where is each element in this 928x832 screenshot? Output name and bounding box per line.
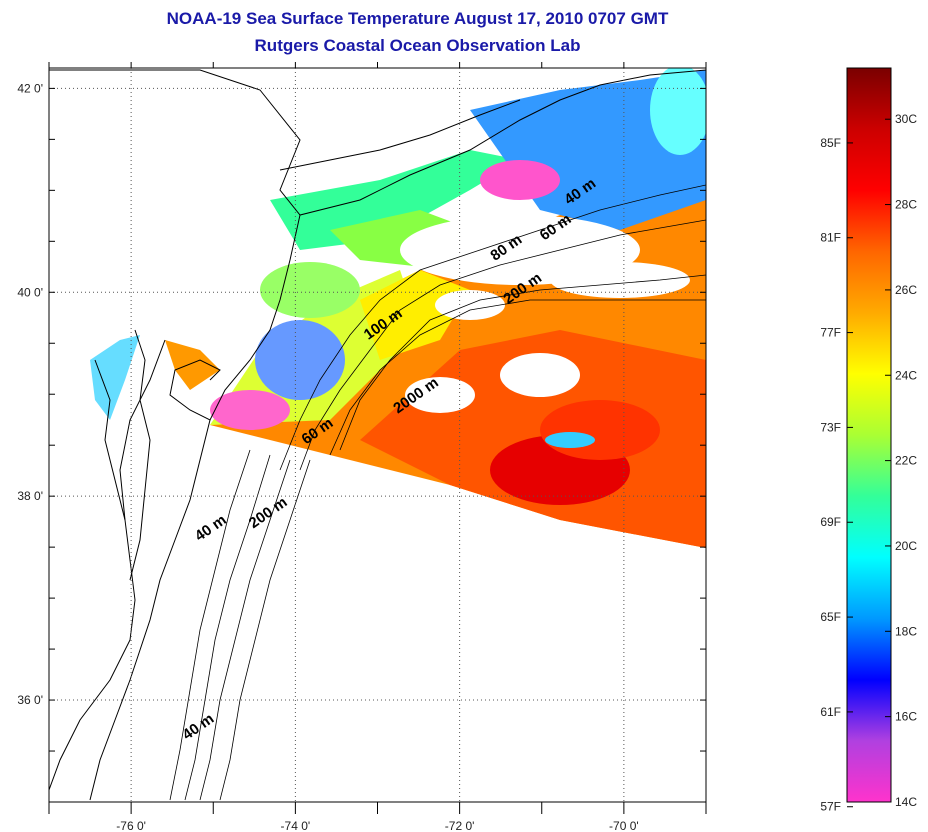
colorbar-label-f: 73F: [820, 420, 841, 434]
sst-swath: [90, 68, 706, 548]
map-title: NOAA-19 Sea Surface Temperature August 1…: [166, 9, 669, 28]
colorbar-label-f: 77F: [820, 326, 841, 340]
colorbar-label-c: 24C: [895, 368, 917, 382]
colorbar-label-c: 22C: [895, 454, 917, 468]
colorbar-label-f: 69F: [820, 515, 841, 529]
colorbar-label-f: 85F: [820, 136, 841, 150]
colorbar-label-c: 16C: [895, 710, 917, 724]
colorbar-label-f: 81F: [820, 231, 841, 245]
axis-ticks: 42 0' 40 0' 38 0' 36 0' -76 0' -74 0' -72 0' -7…: [17, 62, 707, 832]
bathymetry-contours: [169, 184, 706, 801]
lon-tick-label: -74 0': [281, 819, 311, 832]
map-subtitle: Rutgers Coastal Ocean Observation Lab: [254, 36, 581, 55]
lat-tick-label: 40 0': [17, 285, 43, 299]
colorbar-label-c: 14C: [895, 795, 917, 809]
lat-tick-label: 36 0': [17, 693, 43, 707]
lat-tick-label: 38 0': [17, 489, 43, 503]
colorbar-label-c: 28C: [895, 198, 917, 212]
lon-tick-label: -72 0': [445, 819, 475, 832]
colorbar-label-f: 65F: [820, 610, 841, 624]
colorbar-label-c: 18C: [895, 624, 917, 638]
coastline: [49, 69, 706, 801]
graticule: [49, 68, 706, 802]
contour-label: 40 m: [192, 511, 230, 545]
colorbar-label-f: 61F: [820, 705, 841, 719]
colorbar: 30C 28C 26C 24C 22C 20C 18C 16C 14C 85F 81F 77F 73F 6…: [820, 67, 917, 814]
lat-tick-label: 42 0': [17, 81, 43, 95]
colorbar-label-c: 30C: [895, 112, 917, 126]
lon-tick-label: -76 0': [116, 819, 146, 832]
colorbar-label-c: 26C: [895, 283, 917, 297]
colorbar-label-f: 57F: [820, 800, 841, 814]
colorbar-label-c: 20C: [895, 539, 917, 553]
lon-tick-label: -70 0': [609, 819, 639, 832]
